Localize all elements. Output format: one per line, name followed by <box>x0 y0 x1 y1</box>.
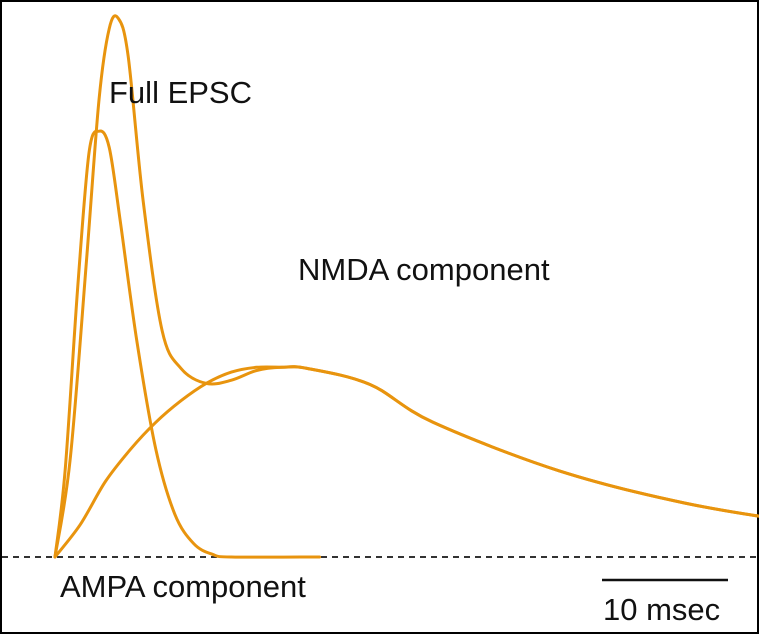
series-ampa-component-line <box>53 129 322 559</box>
annotation-full-epsc: Full EPSC <box>109 75 252 110</box>
series-nmda-component-line <box>53 365 759 559</box>
scale-bar-label: 10 msec <box>603 592 720 627</box>
annotation-ampa-component: AMPA component <box>60 569 306 604</box>
series-layer <box>53 14 759 559</box>
annotation-nmda-component: NMDA component <box>298 252 550 287</box>
